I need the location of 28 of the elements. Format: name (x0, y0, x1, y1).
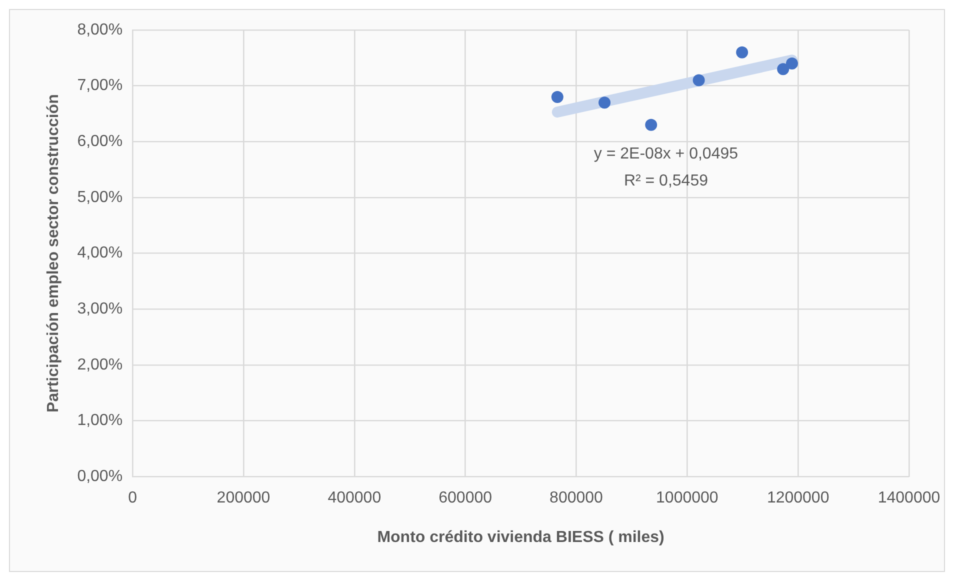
y-tick-label: 4,00% (77, 244, 123, 262)
point (598, 96, 611, 109)
x-tick-label: 0 (128, 490, 138, 507)
y-tick-label: 7,00% (77, 77, 123, 94)
point (777, 63, 790, 76)
x-tick-label: 200000 (216, 490, 270, 507)
x-tick-label: 1000000 (656, 490, 718, 507)
x-tick-label: 1400000 (878, 490, 940, 507)
point (551, 90, 564, 103)
x-tick-label: 800000 (550, 490, 604, 507)
y-tick-label: 5,00% (77, 188, 123, 206)
x-tick-label: 600000 (438, 490, 492, 507)
point (786, 57, 798, 70)
y-tick-label: 0,00% (77, 468, 123, 486)
x-tick-label: 1200000 (766, 490, 830, 507)
point (692, 74, 705, 86)
point (736, 46, 748, 58)
y-tick-label: 1,00% (77, 412, 123, 430)
y-tick-label: 2,00% (77, 356, 123, 374)
x-tick-label: 400000 (328, 490, 382, 507)
y-tick-label: 8,00% (77, 21, 123, 38)
annotation: y = 2E-08x + 0,0495 (594, 145, 738, 162)
point (645, 118, 658, 131)
y-axis-title: Participación empleo sector construcción (45, 94, 62, 412)
annotation: R² = 0,5459 (624, 172, 708, 190)
y-tick-label: 3,00% (77, 300, 123, 318)
y-tick-label: 6,00% (77, 133, 123, 150)
x-axis-title: Monto crédito vivienda BIESS ( miles) (377, 528, 664, 546)
